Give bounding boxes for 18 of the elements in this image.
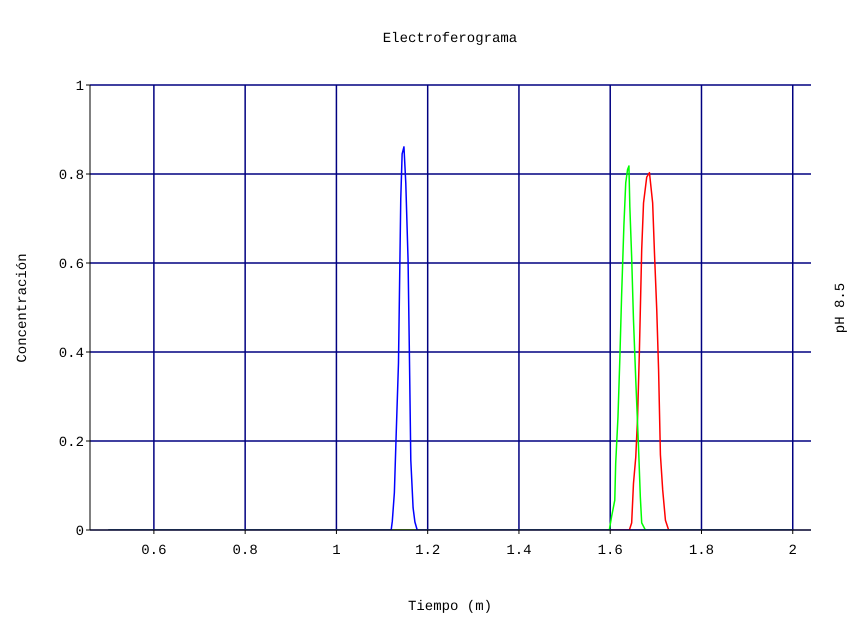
y-tick-label: 0.8: [58, 168, 84, 184]
y-tick-label: 1: [76, 78, 84, 95]
y-tick-label: 0.4: [58, 346, 84, 362]
chart-title: Electroferograma: [382, 31, 518, 47]
y-tick-label: 0.6: [58, 256, 84, 273]
x-tick-label: 0.6: [141, 542, 166, 559]
y2-axis-title: pH 8.5: [833, 282, 849, 334]
y-tick-label: 0: [76, 524, 84, 540]
x-tick-label: 1.2: [415, 542, 440, 559]
x-axis-title: Tiempo (m): [408, 599, 492, 615]
x-tick-label: 1.8: [688, 542, 714, 559]
y-tick-label: 0.2: [58, 434, 84, 451]
x-tick-label: 2: [788, 542, 797, 559]
x-tick-label: 1.6: [598, 542, 623, 559]
y-axis-title: Concentración: [15, 253, 31, 363]
x-tick-label: 1.4: [506, 542, 532, 559]
x-tick-label: 0.8: [232, 542, 258, 559]
x-tick-label: 1: [332, 542, 341, 559]
